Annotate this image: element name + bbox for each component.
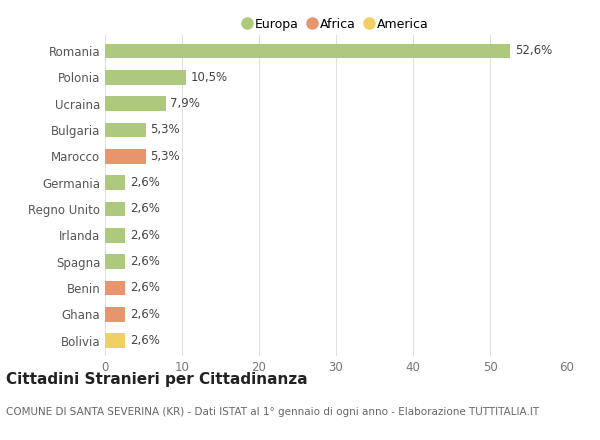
Text: 5,3%: 5,3%	[151, 150, 180, 163]
Bar	[105, 334, 125, 348]
Bar	[105, 70, 186, 84]
Text: 52,6%: 52,6%	[515, 44, 552, 58]
Text: 5,3%: 5,3%	[151, 124, 180, 136]
Text: COMUNE DI SANTA SEVERINA (KR) - Dati ISTAT al 1° gennaio di ogni anno - Elaboraz: COMUNE DI SANTA SEVERINA (KR) - Dati IST…	[6, 407, 539, 417]
Text: 2,6%: 2,6%	[130, 176, 160, 189]
Bar	[105, 123, 146, 137]
Text: 2,6%: 2,6%	[130, 334, 160, 347]
Bar	[105, 202, 125, 216]
Bar	[105, 281, 125, 295]
Text: 2,6%: 2,6%	[130, 202, 160, 216]
Text: 2,6%: 2,6%	[130, 255, 160, 268]
Bar	[105, 254, 125, 269]
Text: 2,6%: 2,6%	[130, 282, 160, 294]
Text: 10,5%: 10,5%	[190, 71, 227, 84]
Text: 2,6%: 2,6%	[130, 229, 160, 242]
Bar	[105, 96, 166, 111]
Bar	[105, 149, 146, 164]
Text: 7,9%: 7,9%	[170, 97, 200, 110]
Bar	[105, 228, 125, 242]
Legend: Europa, Africa, America: Europa, Africa, America	[239, 14, 433, 35]
Bar	[105, 307, 125, 322]
Bar	[105, 176, 125, 190]
Text: 2,6%: 2,6%	[130, 308, 160, 321]
Bar	[105, 44, 510, 58]
Text: Cittadini Stranieri per Cittadinanza: Cittadini Stranieri per Cittadinanza	[6, 372, 308, 387]
